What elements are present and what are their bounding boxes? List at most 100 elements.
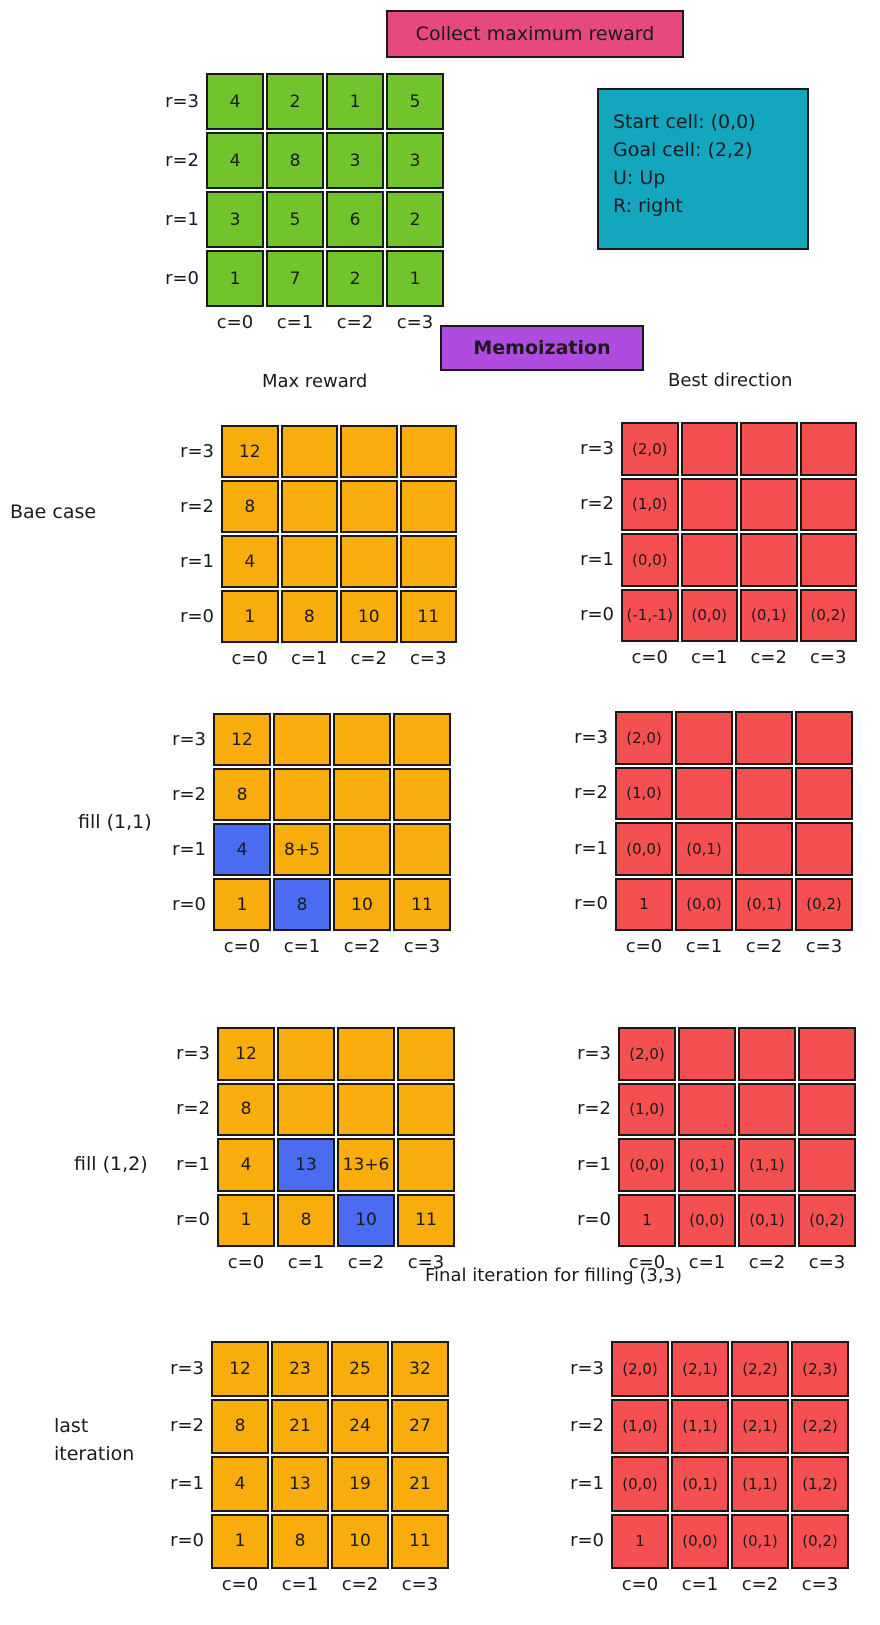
grid-cell: (2,3) [791,1341,849,1397]
grid-cell: 2 [326,250,384,307]
grid-cell: 27 [391,1398,449,1454]
grid-cell [393,823,451,876]
grid-cell [397,1082,455,1136]
column-label: c=3 [805,936,843,957]
grid-cell: 25 [331,1341,389,1397]
grid-cell [280,425,338,478]
row-label: r=3 [170,1357,204,1379]
grid-cell: 8 [213,768,271,821]
column-label: c=0 [227,1252,265,1273]
grid-cell: 8 [273,878,331,931]
grid-cell: (2,0) [615,711,673,765]
grid-cell: (0,0) [618,1138,676,1192]
grid-cell [680,533,738,587]
grid-cell [399,535,457,588]
column-label: c=1 [685,936,723,957]
grid-cell: 1 [615,877,673,931]
best-direction-grid: (2,0) (1,0) (0,0) (-1,-1) (0,0) (0,1) (0,2) [620,421,858,643]
grid-cell: 1 [211,1513,269,1569]
grid-cell: 10 [340,590,398,643]
grid-cell: 1 [217,1193,275,1247]
grid-cell: 8 [221,480,279,533]
grid-cell [280,480,338,533]
column-label: c=2 [748,1252,786,1273]
grid-cell: 8 [266,132,324,189]
grid-cell: 11 [391,1513,449,1569]
column-label: c=2 [336,312,374,333]
grid-cell: (0,2) [795,877,853,931]
row-label: r=3 [577,1042,611,1064]
row-label: r=1 [170,1472,204,1494]
grid-cell: 2 [266,73,324,130]
grid-cell [738,1027,796,1081]
grid-cell: (1,0) [611,1398,669,1454]
row-label: r=1 [580,548,614,570]
max-reward-grid: 12 8 4 8+5 1 8 10 11 [212,712,452,932]
grid-cell: (1,1) [731,1456,789,1512]
memoization-banner: Memoization [440,325,644,371]
grid-cell [798,1027,856,1081]
column-label: c=1 [281,1574,319,1595]
stage-label-line: Bae case [10,501,97,523]
row-label: r=0 [577,1209,611,1231]
row-label: r=3 [580,437,614,459]
legend-start: Start cell: (0,0) [613,111,756,133]
grid-cell: 12 [217,1027,275,1081]
grid-cell: 8 [277,1193,335,1247]
title-banner: Collect maximum reward [386,10,684,58]
grid-cell: (0,2) [799,588,857,642]
grid-cell [340,535,398,588]
grid-cell [333,713,391,766]
grid-cell: 6 [326,191,384,248]
grid-cell [340,425,398,478]
grid-cell: (1,0) [618,1082,676,1136]
column-label: c=3 [401,1574,439,1595]
grid-cell [680,477,738,531]
legend-box: Start cell: (0,0) Goal cell: (2,2) U: Up… [597,88,809,250]
grid-cell [337,1082,395,1136]
grid-cell: (0,2) [798,1193,856,1247]
grid-cell [735,822,793,876]
column-label: c=0 [625,936,663,957]
grid-cell: 1 [618,1193,676,1247]
row-label: r=3 [165,90,199,112]
grid-cell: (2,2) [731,1341,789,1397]
grid-cell [397,1138,455,1192]
grid-cell: (0,1) [671,1456,729,1512]
grid-cell [795,766,853,820]
row-label: r=2 [165,149,199,171]
grid-cell: 1 [221,590,279,643]
row-label: r=1 [172,838,206,860]
row-label: r=1 [176,1153,210,1175]
row-label: r=2 [580,493,614,515]
grid-cell [277,1027,335,1081]
column-label: c=2 [350,648,387,669]
grid-cell: (2,2) [791,1398,849,1454]
max-reward-grid: 12 23 25 32 8 21 24 27 4 13 19 21 1 8 10 11 [210,1340,450,1570]
stage-label-line: fill (1,2) [74,1153,148,1175]
stage-label: last iteration [54,1412,134,1468]
grid-cell: (2,1) [731,1398,789,1454]
grid-cell: (1,2) [791,1456,849,1512]
grid-cell: 12 [211,1341,269,1397]
grid-cell: (1,0) [615,766,673,820]
row-label: r=3 [176,1042,210,1064]
grid-cell: (0,0) [675,877,733,931]
grid-cell: 24 [331,1398,389,1454]
grid-cell: (0,0) [680,588,738,642]
grid-cell: (-1,-1) [621,588,679,642]
grid-cell [799,422,857,476]
grid-cell [740,533,798,587]
column-label: c=0 [621,1574,659,1595]
row-label: r=2 [172,783,206,805]
grid-cell [337,1027,395,1081]
grid-cell: 7 [266,250,324,307]
grid-cell: 13 [271,1456,329,1512]
grid-cell: 8 [211,1398,269,1454]
grid-cell: (0,1) [678,1138,736,1192]
column-label: c=2 [745,936,783,957]
grid-cell: 1 [326,73,384,130]
grid-cell: 1 [386,250,444,307]
row-label: r=1 [180,550,214,572]
grid-cell: (2,0) [621,422,679,476]
